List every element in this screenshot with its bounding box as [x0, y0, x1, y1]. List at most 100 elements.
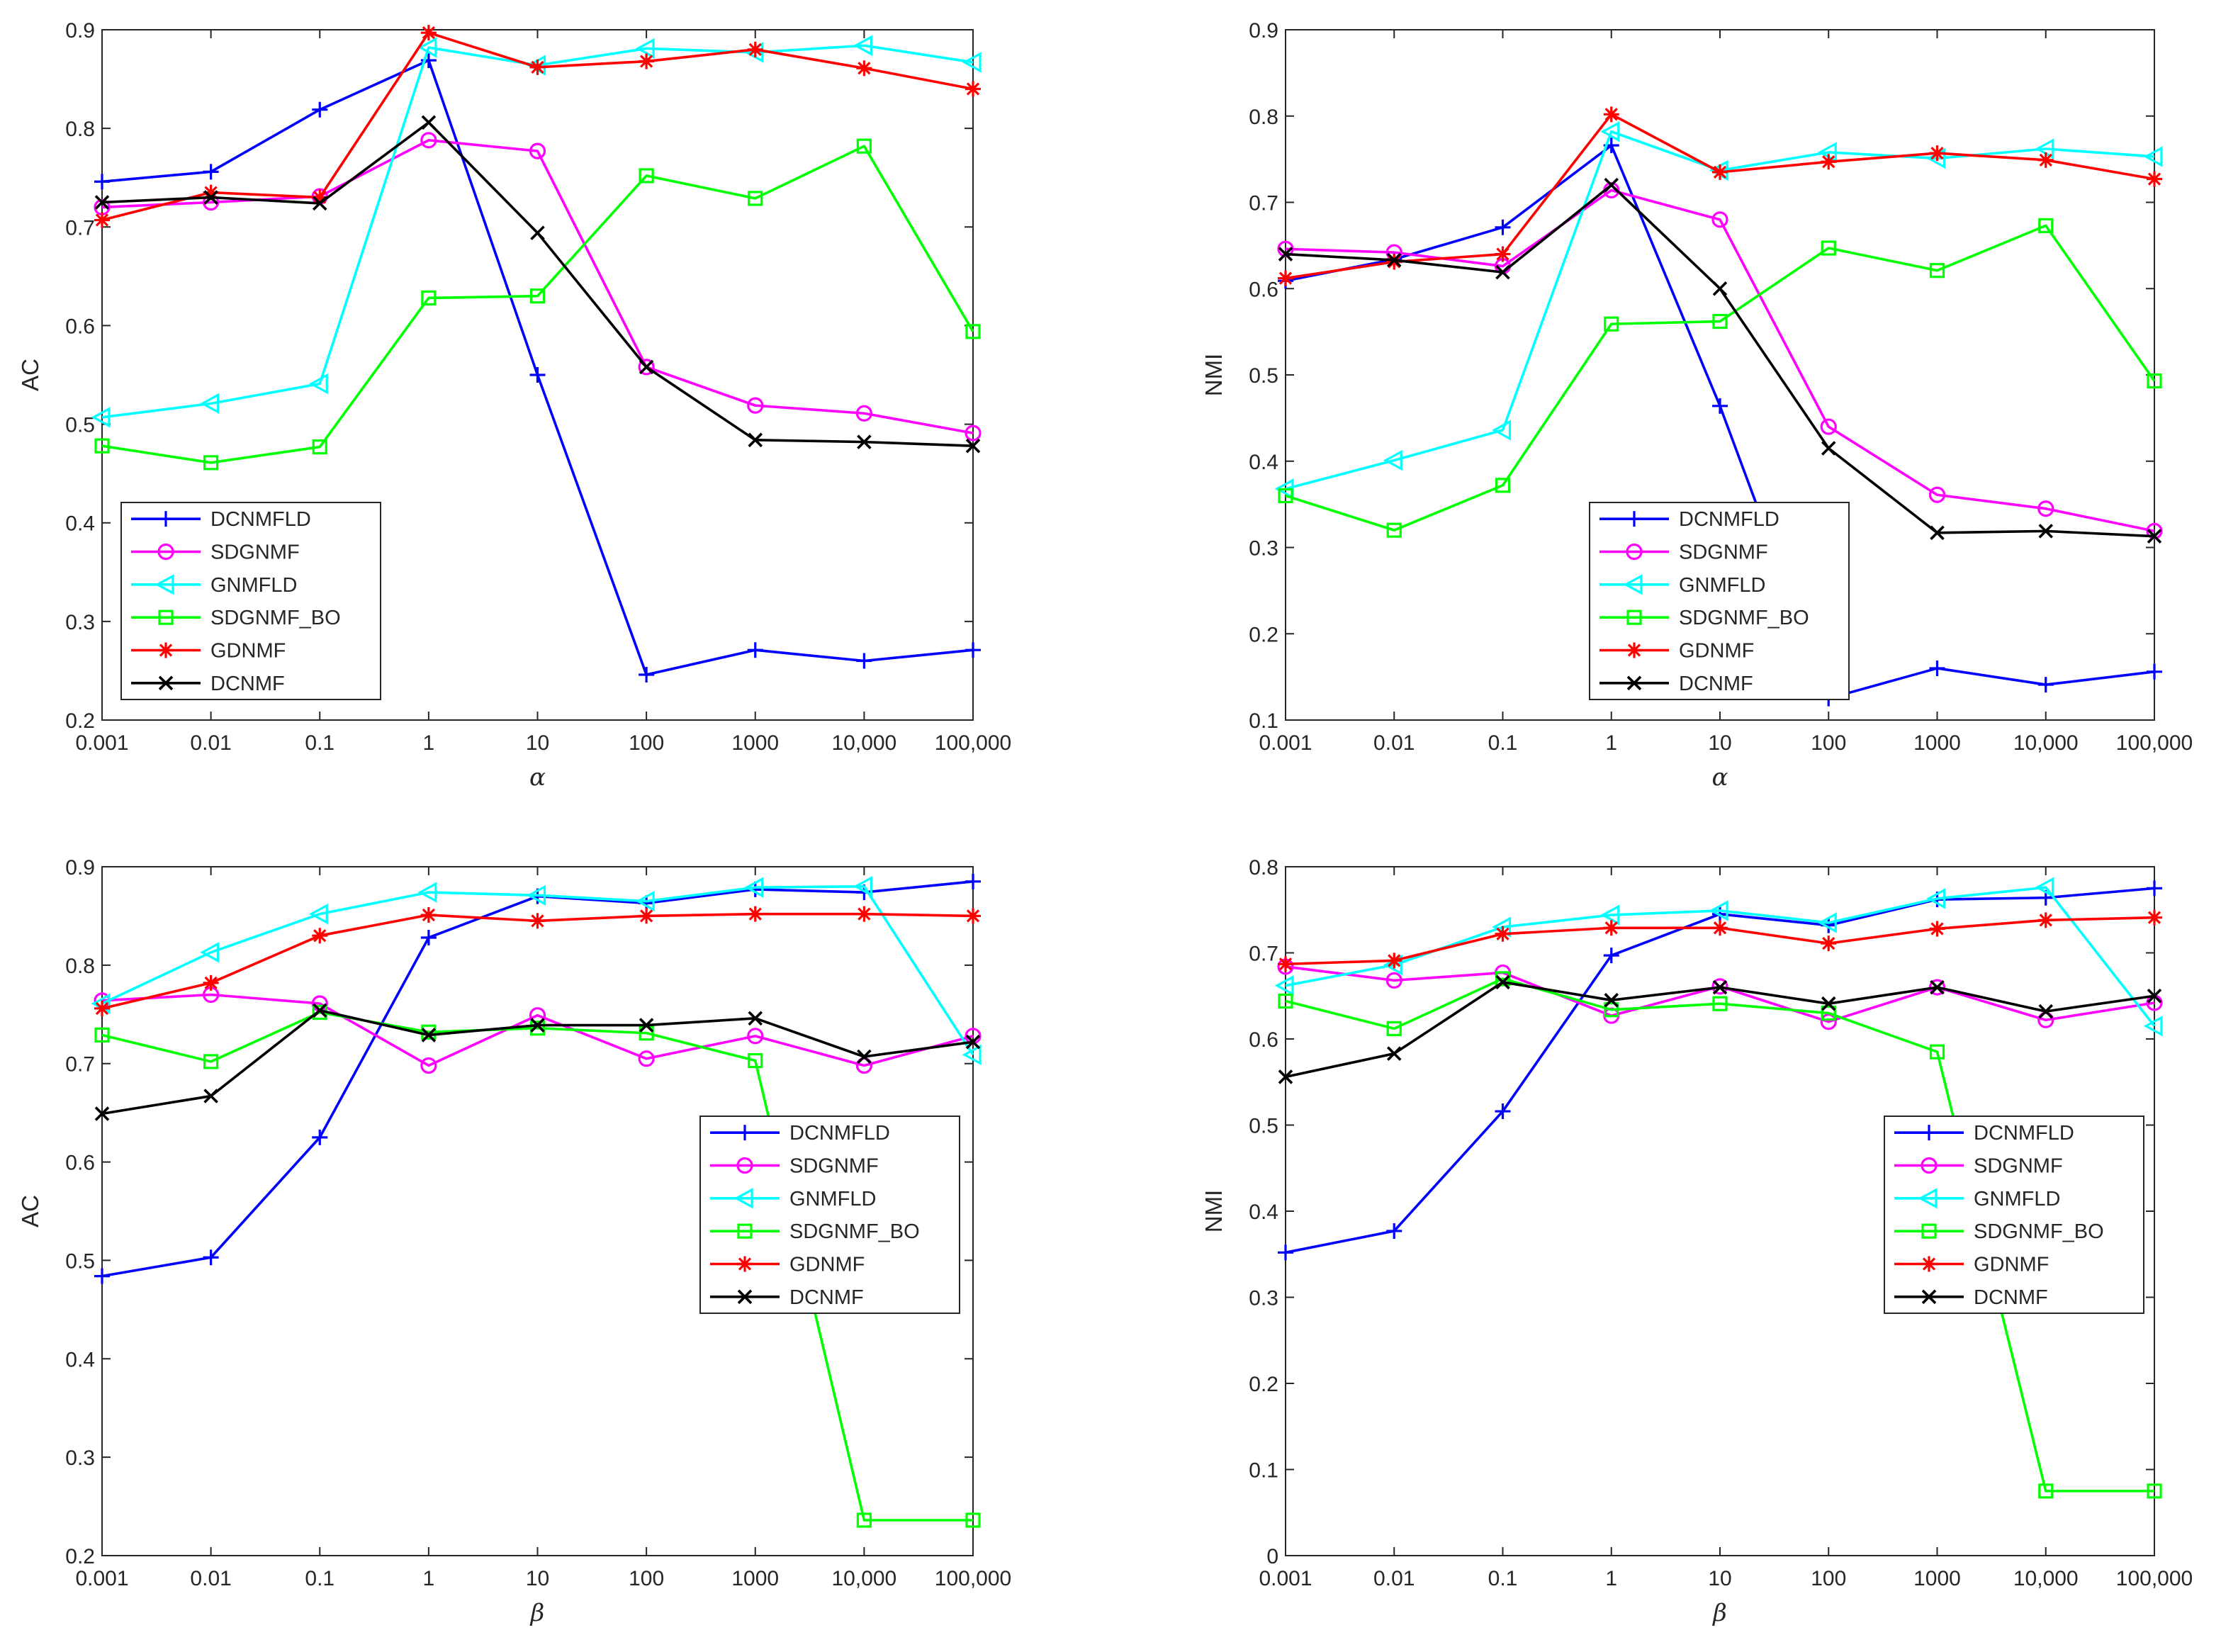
- series-gdnmf: [94, 25, 981, 228]
- legend-marker: [737, 1125, 753, 1141]
- series-gdnmf: [1278, 909, 2162, 972]
- x-tick-label: 10: [1708, 731, 1731, 755]
- data-point: [1821, 996, 1836, 1011]
- data-point: [1278, 993, 1293, 1009]
- data-point: [747, 397, 764, 414]
- legend: DCNMFLD SDGNMF GNMFLD SDGNMF_BO GDNMF DCNMF: [699, 1116, 960, 1314]
- legend: DCNMFLD SDGNMF GNMFLD SDGNMF_BO GDNMF DCNMF: [1884, 1116, 2144, 1314]
- data-point: [2146, 522, 2163, 539]
- y-tick-label: 0.2: [65, 709, 95, 733]
- data-point: [635, 890, 655, 912]
- x-tick-label: 100: [629, 731, 664, 755]
- x-tick-label: 10,000: [831, 1567, 896, 1590]
- data-point: [2038, 1483, 2054, 1499]
- data-point: [857, 434, 872, 449]
- y-tick-label: 0.3: [65, 1446, 95, 1470]
- legend-entry: GNMFLD: [710, 1188, 876, 1210]
- data-point: [747, 642, 763, 658]
- x-tick-label: 1000: [1913, 731, 1961, 755]
- data-point: [1600, 120, 1620, 142]
- y-axis-label: AC: [17, 359, 43, 391]
- data-point: [1821, 441, 1836, 456]
- series-line: [101, 1011, 973, 1522]
- data-point: [1929, 921, 1945, 937]
- x-tick-label: 10: [526, 1567, 549, 1590]
- data-point: [1711, 211, 1728, 228]
- legend-marker: [1626, 543, 1643, 561]
- data-point: [1711, 978, 1728, 995]
- chart-panel-nmi-beta: 0.001 0.01 0.1 1 10 100 1000 10,000 100,000 0 0.1 0…: [1201, 856, 2193, 1627]
- legend-marker: [154, 574, 174, 595]
- data-point: [965, 438, 981, 454]
- legend-entry: SDGNMF_BO: [710, 1220, 920, 1243]
- legend-entry: GNMFLD: [1599, 574, 1765, 597]
- data-point: [1600, 904, 1620, 926]
- data-point: [1712, 996, 1728, 1011]
- data-point: [2147, 909, 2162, 926]
- legend-entry: GDNMF: [710, 1254, 865, 1276]
- data-point: [965, 81, 981, 97]
- data-point: [748, 1011, 763, 1026]
- x-tick-label: 0.1: [305, 731, 334, 755]
- legend-entry: DCNMF: [1599, 673, 1753, 695]
- data-point: [421, 290, 437, 306]
- series-sdgnmf_bo: [1278, 218, 2162, 538]
- data-point: [2147, 529, 2162, 544]
- y-tick-label: 0.4: [1249, 1201, 1278, 1224]
- y-tick-label: 0.1: [1249, 709, 1278, 733]
- data-point: [203, 1054, 219, 1069]
- data-point: [857, 1049, 872, 1064]
- data-point: [1492, 420, 1512, 441]
- series-dcnmf: [1278, 974, 2162, 1084]
- legend-entry: GDNMF: [131, 640, 286, 663]
- data-point: [1712, 979, 1728, 995]
- data-point: [1278, 1069, 1293, 1084]
- data-point: [529, 367, 546, 383]
- y-tick-label: 0.4: [1249, 451, 1278, 474]
- data-point: [1930, 525, 1945, 541]
- legend-marker: [1623, 574, 1643, 595]
- data-point: [308, 373, 328, 395]
- data-point: [312, 439, 327, 455]
- data-point: [420, 132, 437, 149]
- legend-marker: [1626, 609, 1642, 625]
- legend-label: DCNMFLD: [789, 1122, 890, 1145]
- data-point: [965, 642, 981, 658]
- data-point: [962, 1044, 982, 1065]
- data-point: [1386, 1046, 1402, 1061]
- data-point: [2037, 500, 2054, 517]
- data-point: [855, 405, 872, 422]
- y-tick-label: 0.5: [1249, 364, 1278, 388]
- data-point: [639, 168, 654, 184]
- legend-entry: GDNMF: [1599, 640, 1754, 663]
- y-tick-label: 0.5: [1249, 1115, 1278, 1138]
- legend-marker: [737, 1223, 753, 1239]
- data-point: [748, 1052, 763, 1069]
- y-tick-label: 0.5: [65, 1249, 95, 1273]
- legend-box: [699, 1116, 960, 1314]
- x-tick-label: 10: [526, 731, 549, 755]
- legend-box: [1884, 1116, 2144, 1314]
- legend-label: SDGNMF_BO: [789, 1220, 920, 1243]
- data-point: [312, 189, 328, 206]
- data-point: [529, 288, 546, 304]
- data-point: [856, 138, 872, 154]
- y-tick-label: 0.3: [65, 611, 95, 634]
- data-point: [638, 359, 655, 376]
- legend: DCNMFLD SDGNMF GNMFLD SDGNMF_BO GDNMF DCNMF: [120, 502, 381, 700]
- legend-entry: DCNMFLD: [131, 508, 311, 531]
- data-point: [2147, 663, 2162, 680]
- y-tick-label: 0.9: [1249, 19, 1278, 43]
- series-line: [1285, 224, 2156, 532]
- y-axis-label: NMI: [1201, 1190, 1227, 1233]
- data-point: [635, 38, 655, 60]
- plot-area: [101, 866, 974, 1556]
- data-point: [1278, 247, 1293, 262]
- data-point: [421, 115, 437, 130]
- data-point: [529, 59, 546, 75]
- legend-label: GDNMF: [789, 1254, 865, 1276]
- x-tick-label: 1000: [731, 731, 779, 755]
- x-tick-label: 1000: [731, 1567, 779, 1590]
- series-sdgnmf_bo: [1278, 971, 2162, 1499]
